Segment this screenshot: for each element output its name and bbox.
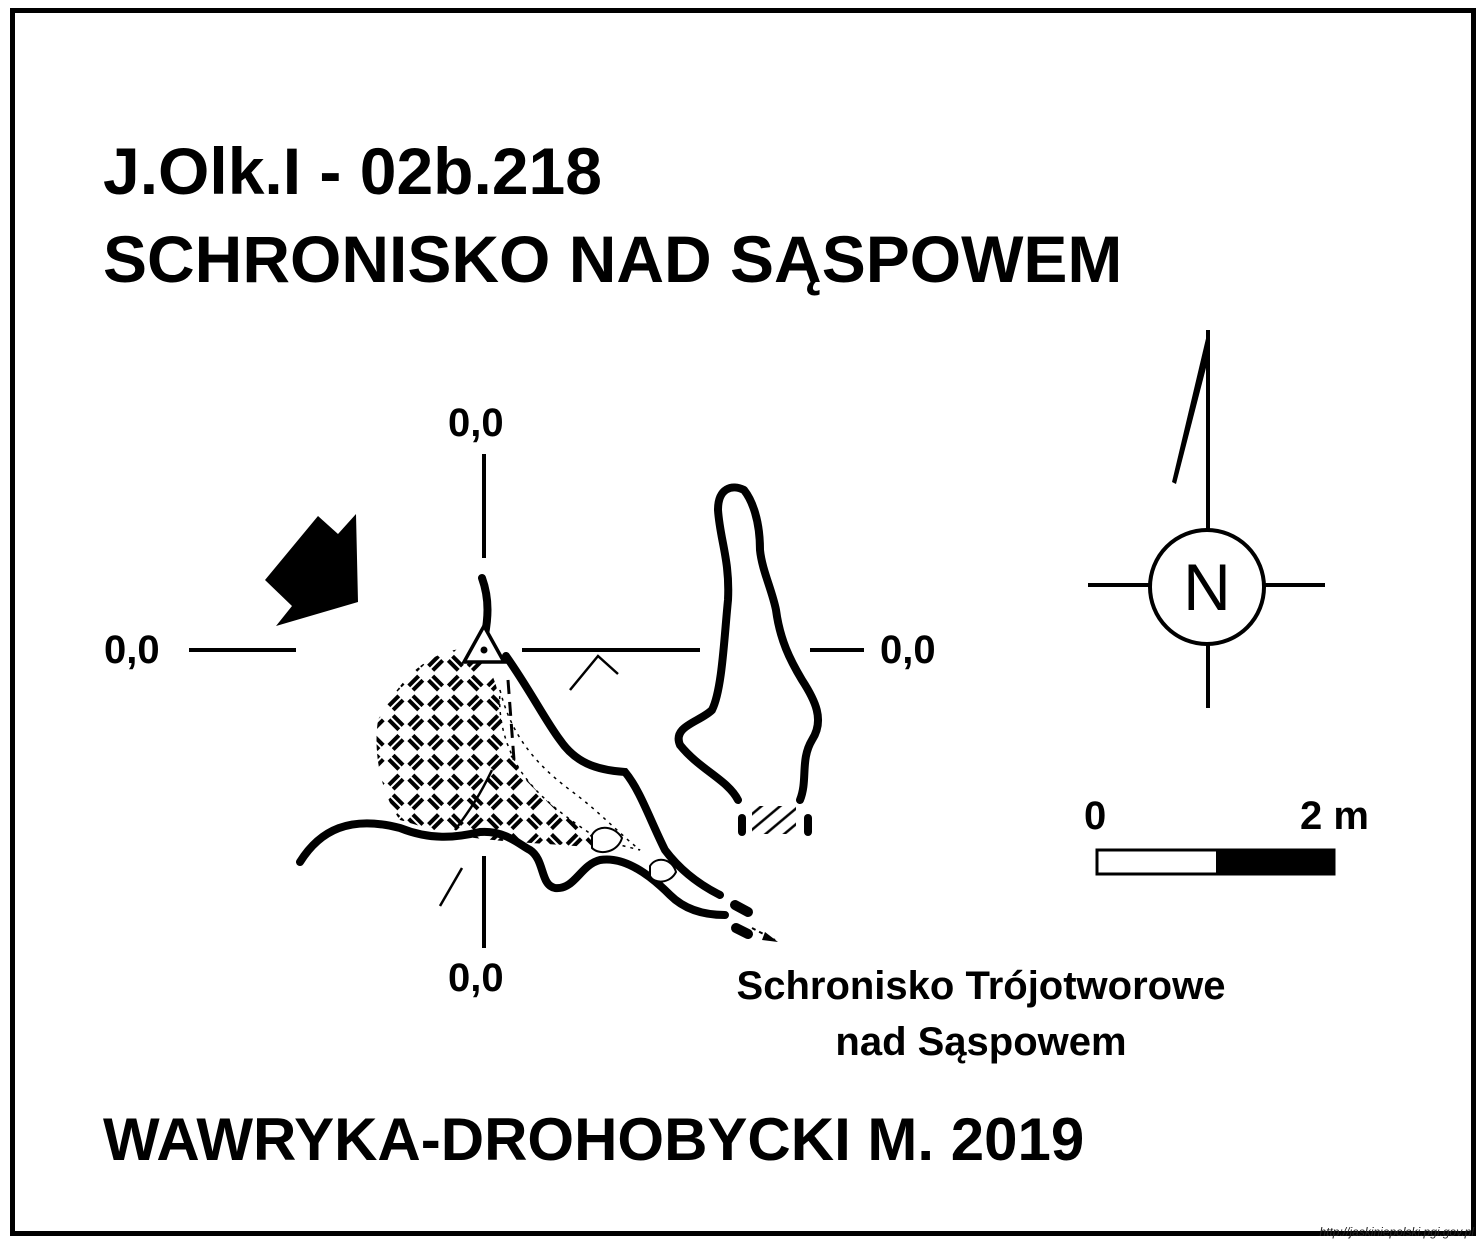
coord-right: 0,0	[880, 628, 936, 672]
north-arrow-icon	[1172, 330, 1208, 484]
neighbor-cave-rubble	[738, 806, 812, 836]
ceiling-edge-line	[506, 679, 516, 761]
coord-top: 0,0	[448, 401, 504, 445]
source-url: http://jaskiniepolski.pgi.gov.pl	[1319, 1225, 1474, 1239]
cave-code: J.Olk.I - 02b.218	[103, 134, 602, 208]
scale-max-label: 2 m	[1300, 794, 1369, 838]
cave-wall-east	[502, 652, 724, 899]
boulder	[591, 826, 624, 854]
slope-arrow-icon	[569, 654, 619, 691]
continuation-arrow-icon	[762, 932, 778, 942]
neighbor-cave-outline	[674, 483, 823, 804]
survey-station-icon	[461, 622, 507, 664]
cave-wall-dashed-end	[730, 900, 753, 939]
cave-wall-south	[296, 819, 729, 919]
coord-left: 0,0	[104, 628, 160, 672]
sediment-band	[498, 689, 641, 851]
ledge-line	[453, 769, 494, 831]
scale-min-label: 0	[1084, 794, 1107, 838]
ledge-line	[438, 867, 464, 907]
entrance-arrow-icon	[265, 514, 358, 626]
author-credit: WAWRYKA-DROHOBYCKI M. 2019	[103, 1106, 1085, 1173]
neighbor-cave-label-line2: nad Sąspowem	[835, 1020, 1127, 1064]
neighbor-cave-label-line1: Schronisko Trójotworowe	[736, 964, 1226, 1008]
coord-bottom: 0,0	[448, 956, 504, 1000]
compass-rose	[1088, 330, 1325, 708]
compass-north-letter: N	[1183, 550, 1231, 624]
map-frame	[10, 8, 1476, 1236]
survey-station-point	[480, 646, 488, 654]
scale-bar	[1095, 848, 1336, 876]
cave-name: SCHRONISKO NAD SĄSPOWEM	[103, 222, 1123, 296]
boulder	[649, 858, 678, 883]
